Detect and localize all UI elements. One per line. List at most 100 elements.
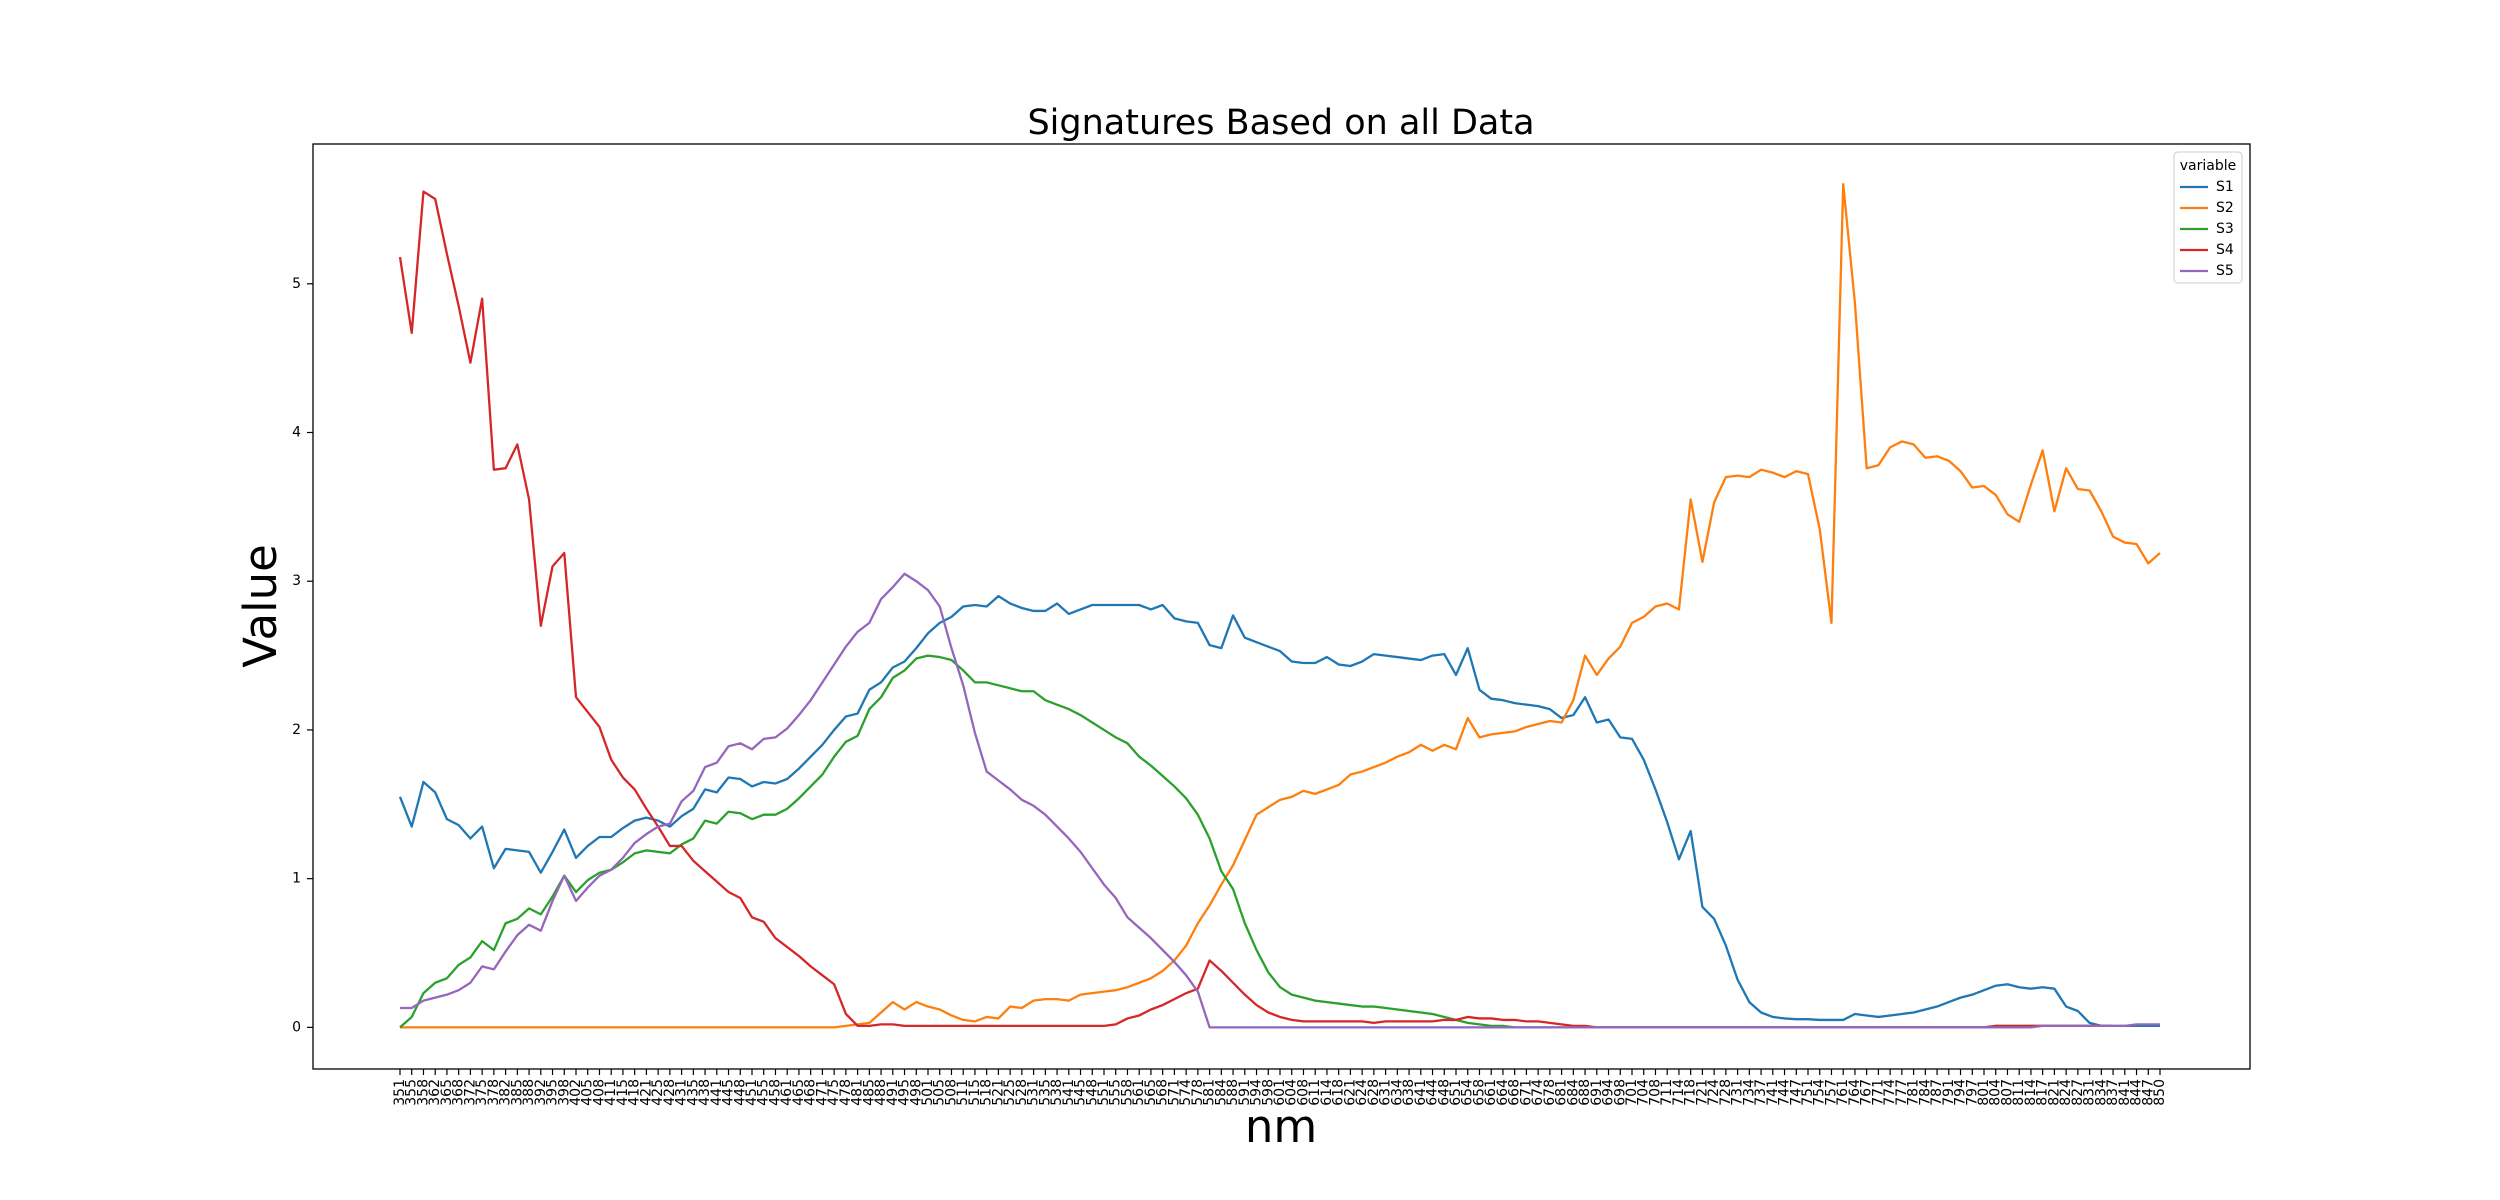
x-tick-label: 421 — [638, 1079, 654, 1106]
legend-label: S2 — [2216, 200, 2234, 216]
x-tick-label: 817 — [2035, 1079, 2051, 1106]
x-tick-label: 721 — [1694, 1079, 1710, 1106]
x-axis-label: nm — [1245, 1100, 1317, 1153]
series-line — [400, 183, 2161, 1029]
x-tick-label: 821 — [2046, 1079, 2062, 1106]
x-tick-label: 608 — [1295, 1079, 1311, 1106]
x-tick-label: 584 — [1213, 1079, 1229, 1106]
x-tick-label: 731 — [1730, 1079, 1746, 1106]
x-tick-label: 714 — [1671, 1079, 1687, 1106]
x-tick-label: 777 — [1894, 1079, 1910, 1106]
x-tick-label: 411 — [603, 1079, 619, 1106]
x-tick-label: 451 — [744, 1079, 760, 1106]
x-tick-label: 402 — [568, 1079, 584, 1106]
x-tick-label: 797 — [1964, 1079, 1980, 1106]
x-tick-label: 538 — [1049, 1079, 1065, 1106]
x-tick-label: 392 — [533, 1079, 549, 1106]
x-tick-label: 614 — [1319, 1079, 1335, 1106]
x-tick-label: 737 — [1753, 1079, 1769, 1106]
x-tick-label: 431 — [674, 1079, 690, 1106]
x-tick-label: 362 — [427, 1079, 443, 1106]
x-tick-label: 771 — [1870, 1079, 1886, 1106]
x-tick-label: 561 — [1131, 1079, 1147, 1106]
x-tick-label: 581 — [1202, 1079, 1218, 1106]
y-axis-label: Value — [234, 544, 287, 668]
x-tick-label: 611 — [1307, 1079, 1323, 1106]
x-tick-label: 651 — [1448, 1079, 1464, 1106]
legend-label: S5 — [2216, 263, 2234, 279]
x-tick-label: 435 — [685, 1079, 701, 1106]
x-tick-label: 351 — [392, 1079, 408, 1106]
legend: variable S1 S2 S3 S4 S5 — [2173, 151, 2243, 284]
axes-frame — [312, 143, 2251, 1070]
x-tick-label: 471 — [814, 1079, 830, 1106]
x-tick-label: 644 — [1425, 1079, 1441, 1106]
x-tick-label: 438 — [697, 1079, 713, 1106]
chart-title: Signatures Based on all Data — [1027, 103, 1534, 143]
x-tick-label: 491 — [885, 1079, 901, 1106]
x-tick-label: 601 — [1272, 1079, 1288, 1106]
x-tick-label: 628 — [1366, 1079, 1382, 1106]
x-tick-label: 388 — [521, 1079, 537, 1106]
x-tick-label: 518 — [979, 1079, 995, 1106]
x-tick-label: 368 — [451, 1079, 467, 1106]
x-tick-label: 621 — [1342, 1079, 1358, 1106]
series-line — [400, 572, 2160, 1029]
x-tick-label: 541 — [1061, 1079, 1077, 1106]
x-tick-label: 565 — [1143, 1079, 1159, 1106]
x-tick-label: 844 — [2129, 1079, 2145, 1106]
y-tick-label: 0 — [292, 1019, 301, 1035]
x-tick-label: 408 — [591, 1079, 607, 1106]
x-tick-label: 372 — [462, 1079, 478, 1106]
x-tick-label: 638 — [1401, 1079, 1417, 1106]
x-tick-label: 528 — [1014, 1079, 1030, 1106]
x-tick-label: 511 — [955, 1079, 971, 1106]
x-tick-label: 827 — [2070, 1079, 2086, 1106]
x-tick-label: 591 — [1237, 1079, 1253, 1106]
x-tick-label: 495 — [897, 1079, 913, 1106]
x-tick-label: 698 — [1612, 1079, 1628, 1106]
x-tick-label: 724 — [1706, 1079, 1722, 1106]
x-tick-label: 445 — [721, 1079, 737, 1106]
x-tick-label: 455 — [756, 1079, 772, 1106]
x-tick-label: 811 — [2011, 1079, 2027, 1106]
x-tick-label: 791 — [1941, 1079, 1957, 1106]
x-tick-label: 375 — [474, 1079, 490, 1106]
x-tick-label: 378 — [486, 1079, 502, 1106]
x-tick-label: 654 — [1460, 1079, 1476, 1106]
x-tick-label: 478 — [838, 1079, 854, 1106]
x-tick-label: 837 — [2105, 1079, 2121, 1106]
x-tick-label: 485 — [861, 1079, 877, 1106]
series-line — [398, 594, 2160, 1028]
x-tick-label: 708 — [1647, 1079, 1663, 1106]
x-tick-label: 481 — [850, 1079, 866, 1106]
x-tick-label: 501 — [920, 1079, 936, 1106]
x-tick-label: 831 — [2082, 1079, 2098, 1106]
x-tick-label: 498 — [908, 1079, 924, 1106]
x-tick-label: 428 — [662, 1079, 678, 1106]
x-tick-label: 461 — [779, 1079, 795, 1106]
x-tick-label: 824 — [2058, 1079, 2074, 1106]
x-tick-label: 661 — [1483, 1079, 1499, 1106]
x-tick-label: 648 — [1436, 1079, 1452, 1106]
x-tick-label: 764 — [1847, 1079, 1863, 1106]
legend-label: S4 — [2216, 242, 2234, 258]
x-tick-label: 841 — [2117, 1079, 2133, 1106]
x-tick-label: 711 — [1659, 1079, 1675, 1106]
x-tick-label: 694 — [1601, 1079, 1617, 1106]
x-tick-label: 441 — [709, 1079, 725, 1106]
x-tick-label: 794 — [1953, 1079, 1969, 1106]
x-tick-label: 744 — [1777, 1079, 1793, 1106]
x-tick-label: 787 — [1929, 1079, 1945, 1106]
x-tick-label: 355 — [404, 1079, 420, 1106]
x-tick-label: 801 — [1976, 1079, 1992, 1106]
x-tick-label: 382 — [498, 1079, 514, 1106]
x-tick-label: 568 — [1155, 1079, 1171, 1106]
y-tick-label: 2 — [292, 722, 301, 738]
x-tick-label: 555 — [1108, 1079, 1124, 1106]
x-tick-label: 741 — [1765, 1079, 1781, 1106]
x-tick-label: 598 — [1260, 1079, 1276, 1106]
x-tick-label: 804 — [1988, 1079, 2004, 1106]
